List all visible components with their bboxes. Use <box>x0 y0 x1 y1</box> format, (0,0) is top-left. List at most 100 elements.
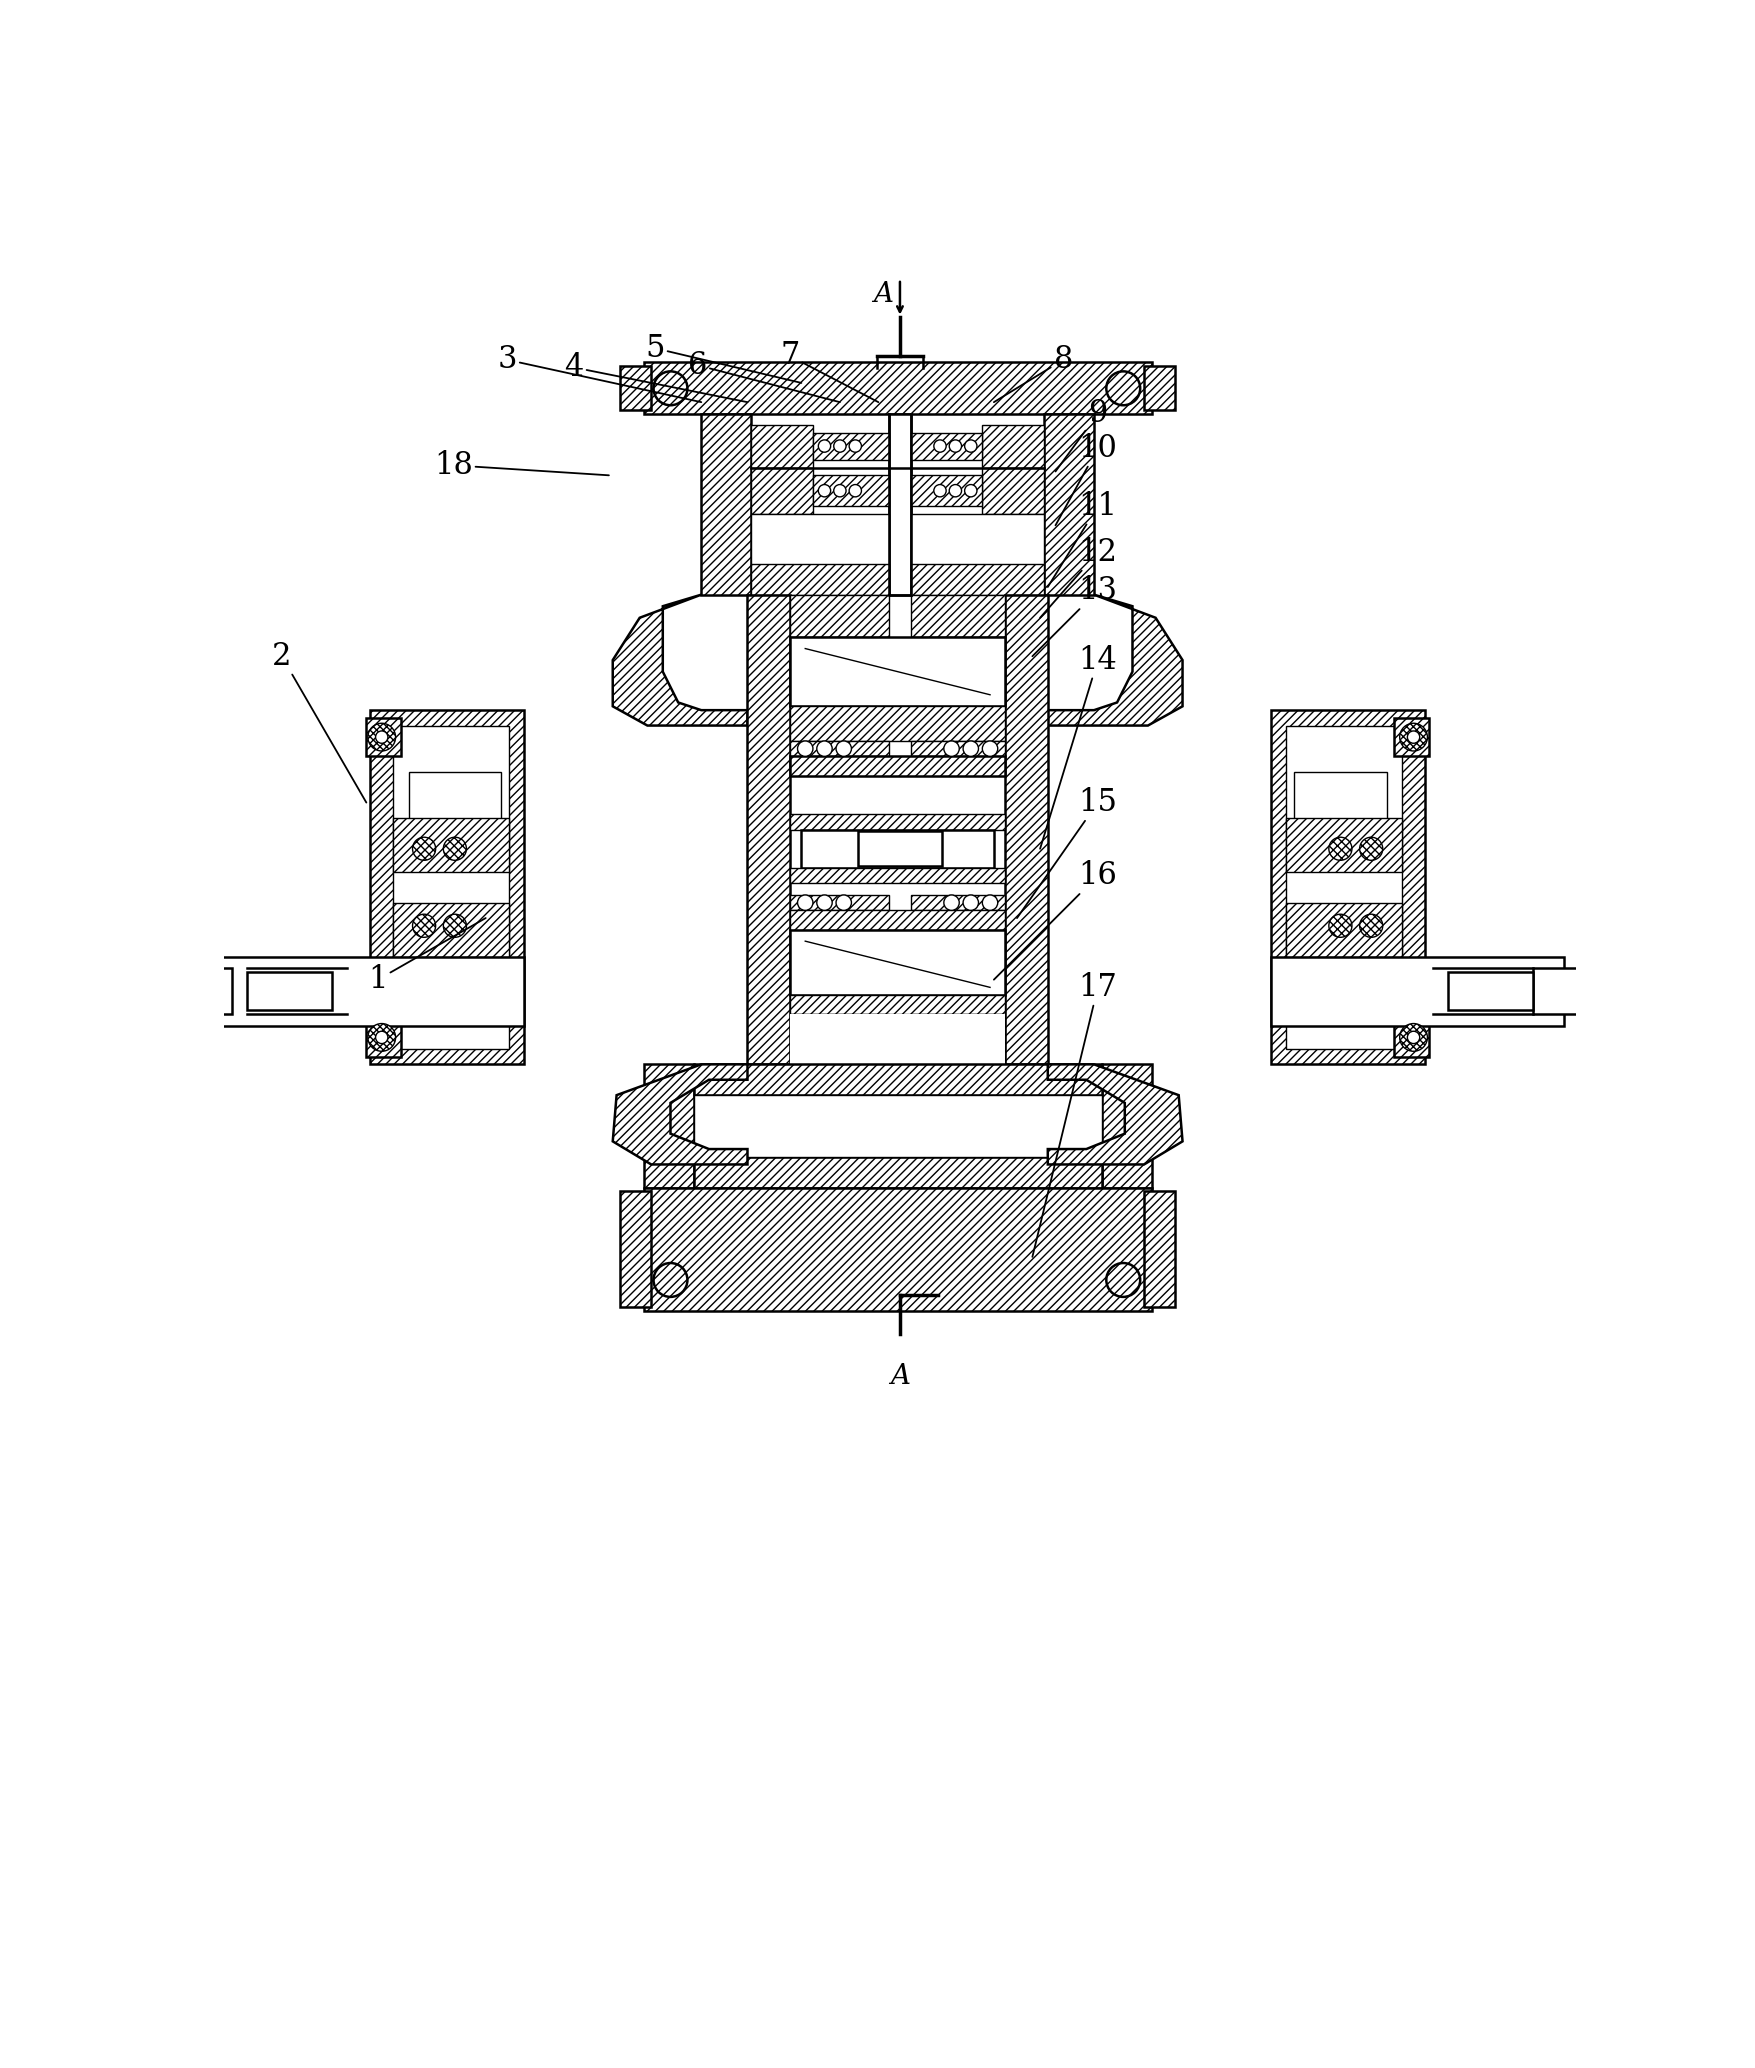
Bar <box>911 740 1006 757</box>
Bar <box>751 565 888 596</box>
Bar <box>790 931 1006 995</box>
Bar <box>1286 819 1400 873</box>
Bar <box>911 596 1006 637</box>
Circle shape <box>442 838 467 860</box>
Bar <box>1271 957 1562 1026</box>
Circle shape <box>949 440 962 453</box>
Bar <box>642 362 1151 414</box>
Bar <box>200 957 525 1026</box>
Bar <box>693 1096 1100 1156</box>
Bar <box>888 414 911 596</box>
Text: A: A <box>890 1363 909 1390</box>
Bar <box>1286 902 1400 957</box>
Text: 15: 15 <box>1016 788 1116 918</box>
Polygon shape <box>612 1065 748 1164</box>
Bar <box>911 476 981 507</box>
Circle shape <box>1106 1264 1139 1297</box>
Bar <box>693 1065 1100 1096</box>
Bar <box>790 1044 888 1069</box>
Bar <box>642 1187 1151 1311</box>
Circle shape <box>981 740 997 757</box>
Text: 10: 10 <box>1055 432 1116 525</box>
Bar <box>620 366 651 409</box>
Bar <box>981 426 1042 467</box>
Circle shape <box>835 740 851 757</box>
Bar <box>247 972 332 1011</box>
Circle shape <box>442 914 467 937</box>
Text: 3: 3 <box>497 343 700 401</box>
Circle shape <box>653 372 686 405</box>
Bar <box>790 1013 888 1044</box>
Bar <box>1286 726 1400 1048</box>
Polygon shape <box>1048 596 1181 726</box>
Circle shape <box>412 838 435 860</box>
Bar <box>751 513 888 596</box>
Text: 5: 5 <box>646 333 800 383</box>
Text: 14: 14 <box>1039 645 1116 848</box>
Text: 6: 6 <box>688 349 839 401</box>
Bar <box>911 565 1042 596</box>
Bar <box>1271 709 1425 1065</box>
Bar <box>790 596 888 637</box>
Bar <box>911 1044 1006 1069</box>
Bar <box>1393 1017 1429 1057</box>
Circle shape <box>367 724 395 751</box>
Bar <box>1448 972 1532 1011</box>
Text: 2: 2 <box>272 641 367 802</box>
Text: 18: 18 <box>433 451 609 480</box>
Bar <box>700 414 751 596</box>
Bar <box>911 513 1042 596</box>
Text: 4: 4 <box>565 352 748 401</box>
Bar <box>367 718 400 757</box>
Circle shape <box>963 484 976 496</box>
Bar <box>800 829 993 869</box>
Circle shape <box>1399 1024 1427 1051</box>
Circle shape <box>1329 838 1351 860</box>
Bar <box>1042 414 1093 596</box>
Bar <box>1100 1065 1151 1187</box>
Circle shape <box>818 484 830 496</box>
Bar <box>1532 968 1601 1013</box>
Bar <box>790 637 1006 707</box>
Circle shape <box>376 1032 388 1044</box>
Bar <box>790 995 1006 1013</box>
Bar <box>813 432 888 459</box>
Circle shape <box>1406 730 1418 742</box>
Circle shape <box>1329 914 1351 937</box>
Circle shape <box>816 895 832 910</box>
Circle shape <box>934 440 946 453</box>
Bar <box>813 476 888 507</box>
Text: 9: 9 <box>1055 399 1107 472</box>
Bar <box>790 895 888 910</box>
Bar <box>367 1017 400 1057</box>
Circle shape <box>653 1264 686 1297</box>
Bar <box>751 426 813 467</box>
Bar <box>193 968 232 1013</box>
Circle shape <box>849 484 862 496</box>
Circle shape <box>1399 724 1427 751</box>
Bar <box>911 1013 1006 1044</box>
Polygon shape <box>612 596 748 726</box>
Circle shape <box>835 895 851 910</box>
Bar <box>790 815 1006 829</box>
Bar <box>790 707 1006 740</box>
Circle shape <box>962 740 978 757</box>
Text: 13: 13 <box>1032 575 1116 656</box>
Bar <box>642 1065 693 1187</box>
Circle shape <box>834 484 846 496</box>
Circle shape <box>797 740 813 757</box>
Circle shape <box>942 740 958 757</box>
Circle shape <box>797 895 813 910</box>
Circle shape <box>1358 914 1381 937</box>
Text: A: A <box>872 281 893 308</box>
Circle shape <box>834 440 846 453</box>
Circle shape <box>981 895 997 910</box>
Bar <box>693 1156 1100 1187</box>
Bar <box>393 819 509 873</box>
Bar <box>911 895 1006 910</box>
Bar <box>790 910 1006 931</box>
Bar <box>409 771 500 864</box>
Bar <box>790 637 888 707</box>
Circle shape <box>963 440 976 453</box>
Bar <box>981 467 1042 513</box>
